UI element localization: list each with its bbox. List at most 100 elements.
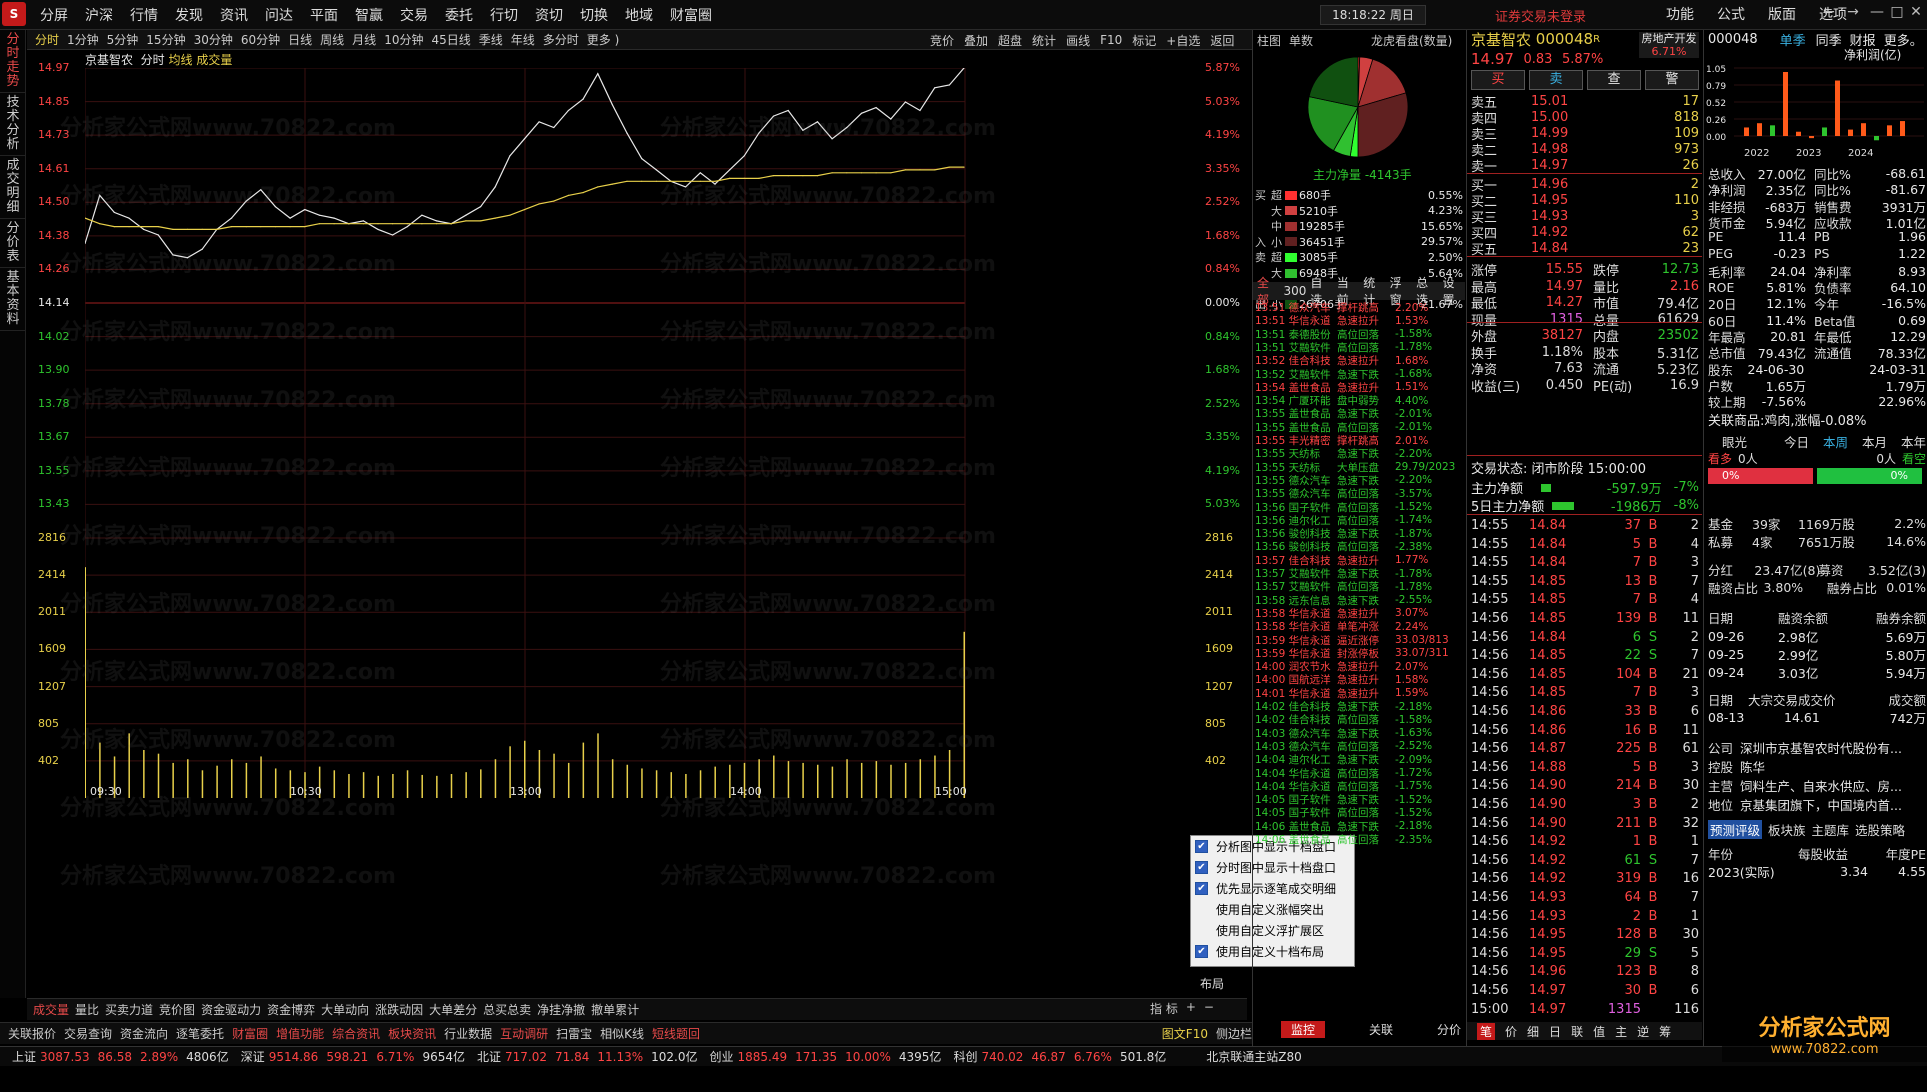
indicator-tab[interactable]: 资金博弈 <box>267 1003 316 1017</box>
function-tab[interactable]: 综合资讯 <box>332 1027 381 1041</box>
vtab-item[interactable]: 技术分析 <box>0 93 26 156</box>
alert-row[interactable]: 13:56 国子软件 高位回落 -1.52% <box>1255 500 1463 515</box>
sentiment-tab[interactable]: 本月 <box>1861 435 1887 450</box>
alert-row[interactable]: 13:58 华信永道 急速拉升 3.07% <box>1255 606 1463 621</box>
function-tab[interactable]: 板块资讯 <box>388 1027 437 1041</box>
alert-filter-tab[interactable]: 自选 <box>1310 276 1323 307</box>
menu-item[interactable]: 交易 <box>400 8 428 24</box>
quote-tab[interactable]: 价 <box>1505 1024 1518 1039</box>
chart-tool-button[interactable]: +自选 <box>1166 33 1201 48</box>
menu-option[interactable]: ✔ 使用自定义十档布局 <box>1191 941 1354 962</box>
menu-item[interactable]: 切换 <box>580 8 608 24</box>
alert-row[interactable]: 13:55 德众汽车 急速下跌 -2.20% <box>1255 473 1463 488</box>
period-tab[interactable]: 15分钟 <box>146 33 186 47</box>
chart-tool-button[interactable]: 统计 <box>1032 33 1057 48</box>
period-tab[interactable]: 周线 <box>320 33 345 47</box>
alert-filter-tab[interactable]: 浮窗 <box>1389 276 1402 307</box>
alert-row[interactable]: 14:04 华信永道 高位回落 -1.75% <box>1255 779 1463 794</box>
ask-row[interactable]: 卖三 14.99 109 <box>1471 124 1699 143</box>
menu-item[interactable]: 问达 <box>265 8 293 24</box>
ask-row[interactable]: 卖五 15.01 17 <box>1471 92 1699 111</box>
period-tab[interactable]: 年线 <box>510 33 535 47</box>
function-tab[interactable]: 互动调研 <box>500 1027 549 1041</box>
alert-row[interactable]: 13:59 华信永道 封涨停板 33.07/311 <box>1255 646 1463 661</box>
indicator-tab[interactable]: 净挂净撤 <box>537 1003 586 1017</box>
sell-button[interactable]: 卖 <box>1529 70 1583 90</box>
menu-item[interactable]: 沪深 <box>85 8 113 24</box>
chart-tool-button[interactable]: 画线 <box>1066 33 1091 48</box>
menu-item[interactable]: 发现 <box>175 8 203 24</box>
vtab-item[interactable]: 分时走势 <box>0 30 26 93</box>
quote-tab[interactable]: 细 <box>1527 1024 1540 1039</box>
alert-row[interactable]: 14:02 佳合科技 高位回落 -1.58% <box>1255 712 1463 727</box>
period-tab[interactable]: 10分钟 <box>384 33 424 47</box>
info-link[interactable]: 预测评级 <box>1708 820 1763 839</box>
period-tab[interactable]: 30分钟 <box>193 33 233 47</box>
menu-option[interactable]: ✔ 分时图中显示十档盘口 <box>1191 857 1354 878</box>
menu-item[interactable]: 平面 <box>310 8 338 24</box>
alert-row[interactable]: 13:55 盖世食品 急速下跌 -2.01% <box>1255 406 1463 421</box>
related-commodity[interactable]: 关联商品:鸡肉,涨幅-0.08% <box>1708 414 1867 429</box>
indicator-tab[interactable]: 成交量 <box>33 1003 70 1017</box>
alert-row[interactable]: 13:52 艾融软件 急速下跌 -1.68% <box>1255 367 1463 382</box>
period-tab[interactable]: 季线 <box>478 33 503 47</box>
mid-bottom-tab[interactable]: 监控 <box>1281 1020 1326 1038</box>
alert-row[interactable]: 13:57 艾融软件 高位回落 -1.78% <box>1255 579 1463 594</box>
alert-row[interactable]: 14:03 德众汽车 急速下跌 -1.63% <box>1255 726 1463 741</box>
info-link[interactable]: 选股策略 <box>1855 823 1906 838</box>
menu-option[interactable]: 使用自定义浮扩展区 <box>1191 920 1354 941</box>
alert-row[interactable]: 14:00 润农节水 急速拉升 2.07% <box>1255 659 1463 674</box>
period-tab[interactable]: 多分时 <box>542 33 579 47</box>
chart-tool-button[interactable]: 标记 <box>1132 33 1157 48</box>
alert-button[interactable]: 警 <box>1645 70 1699 90</box>
alert-row[interactable]: 13:55 丰光精密 撑杆跳高 2.01% <box>1255 433 1463 448</box>
function-tab[interactable]: 财富圈 <box>232 1027 269 1041</box>
menu-item[interactable]: 行情 <box>130 8 158 24</box>
period-tab[interactable]: 60分钟 <box>240 33 281 47</box>
mid-bottom-tab[interactable]: 分价 <box>1437 1022 1462 1037</box>
bid-row[interactable]: 买五 14.84 23 <box>1471 239 1699 258</box>
indicator-tab[interactable]: 撤单累计 <box>591 1003 640 1017</box>
ask-row[interactable]: 卖二 14.98 973 <box>1471 140 1699 159</box>
trade-login-status[interactable]: 证券交易未登录 <box>1495 10 1587 25</box>
function-tab[interactable]: 资金流向 <box>120 1027 169 1041</box>
right-menu-item[interactable]: 公式 <box>1717 7 1745 23</box>
index-name[interactable]: 上证 <box>12 1050 37 1064</box>
indicator-tab[interactable]: 大单动向 <box>321 1003 370 1017</box>
function-tab[interactable]: 扫雷宝 <box>556 1027 593 1041</box>
tab-report[interactable]: 财报 <box>1849 34 1876 49</box>
alert-row[interactable]: 14:04 迪尔化工 急速下跌 -2.09% <box>1255 752 1463 767</box>
bid-row[interactable]: 买三 14.93 3 <box>1471 207 1699 226</box>
alert-row[interactable]: 14:05 国子软件 急速下跌 -1.52% <box>1255 792 1463 807</box>
chart-tool-button[interactable]: F10 <box>1100 33 1123 47</box>
period-tab[interactable]: 5分钟 <box>106 33 139 47</box>
alert-row[interactable]: 14:03 德众汽车 高位回落 -2.52% <box>1255 739 1463 754</box>
right-menu-item[interactable]: 选项 <box>1819 7 1847 23</box>
function-tab[interactable]: 逐笔委托 <box>176 1027 225 1041</box>
vtab-item[interactable]: 基本资料 <box>0 268 26 331</box>
info-link[interactable]: 板块族 <box>1768 823 1806 838</box>
tab-quarter[interactable]: 单季 <box>1779 34 1806 49</box>
menu-item[interactable]: 智赢 <box>355 8 383 24</box>
bid-row[interactable]: 买一 14.96 2 <box>1471 175 1699 194</box>
alert-row[interactable]: 13:57 佳合科技 急速拉升 1.77% <box>1255 553 1463 568</box>
indicator-tab[interactable]: 量比 <box>75 1003 100 1017</box>
function-tab[interactable]: 相似K线 <box>600 1027 645 1041</box>
alert-row[interactable]: 14:01 华信永道 急速拉升 1.59% <box>1255 686 1463 701</box>
ask-row[interactable]: 卖四 15.00 818 <box>1471 108 1699 127</box>
quote-tab[interactable]: 主 <box>1615 1024 1628 1039</box>
vtab-item[interactable]: 分价表 <box>0 219 26 268</box>
function-tab[interactable]: 侧边栏 <box>1215 1027 1252 1041</box>
alert-row[interactable]: 14:00 国航远洋 急速拉升 1.58% <box>1255 672 1463 687</box>
quote-tab[interactable]: 筹 <box>1659 1024 1672 1039</box>
menu-item[interactable]: 分屏 <box>40 8 68 24</box>
menu-item[interactable]: 地域 <box>625 8 653 24</box>
alert-row[interactable]: 13:55 盖世食品 高位回落 -2.01% <box>1255 420 1463 435</box>
function-tab[interactable]: 交易查询 <box>64 1027 113 1041</box>
alert-row[interactable]: 13:55 德众汽车 高位回落 -3.57% <box>1255 486 1463 501</box>
alert-row[interactable]: 13:58 远东信息 急速下跌 -2.55% <box>1255 593 1463 608</box>
alert-row[interactable]: 14:05 国子软件 高位回落 -1.52% <box>1255 805 1463 820</box>
indicator-tab[interactable]: 竞价图 <box>159 1003 196 1017</box>
alert-row[interactable]: 13:52 佳合科技 急速拉升 1.68% <box>1255 353 1463 368</box>
buy-button[interactable]: 买 <box>1471 70 1525 90</box>
